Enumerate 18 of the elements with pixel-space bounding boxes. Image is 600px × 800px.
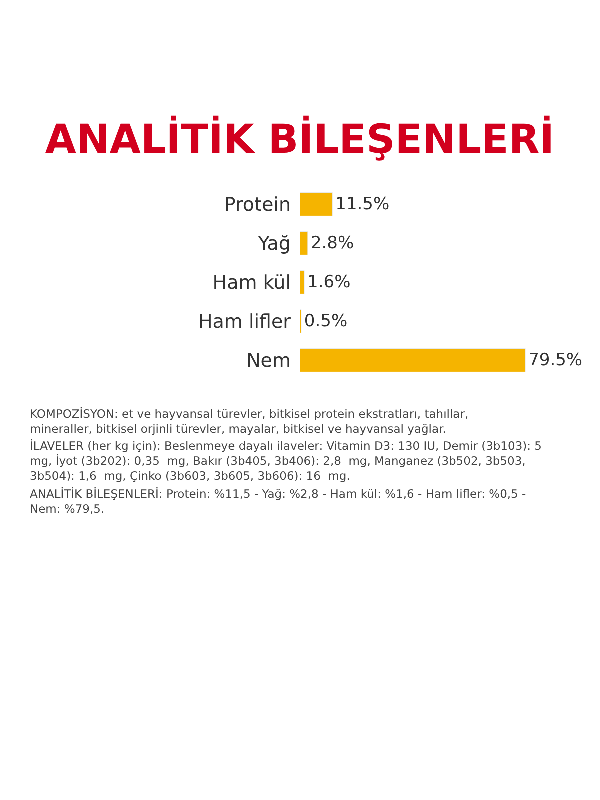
data-label: 79.5% bbox=[528, 350, 583, 370]
y-tick-label: Nem bbox=[246, 350, 291, 372]
y-tick-label: Ham kül bbox=[212, 272, 291, 294]
data-label: 2.8% bbox=[310, 234, 354, 254]
bar bbox=[300, 270, 305, 294]
text: İLAVELER (her kg için): Beslenmeye dayalı ilaveler: Vitamin D3: 130 IU, Demir (3b103): 5 mg, İyot (3b202): 0,35 mg, Bakır (3b405, 3b406): 2,8 mg, Manganez (3b502, 3b503, 3b504): 1,6 mg, Çinko (3b603, 3b605, 3b606): 16 mg. bbox=[30, 439, 542, 483]
chart-title: ANALİTİK BİLEŞENLERİ bbox=[45, 115, 555, 163]
data-label: 1.6% bbox=[308, 272, 351, 292]
bar bbox=[300, 192, 333, 216]
text: ANALİTİK BİLEŞENLERİ: Protein: %11,5 - Yağ: %2,8 - Ham kül: %1,6 - Ham lifler: %0,5 - Nem: %79,5. bbox=[30, 487, 526, 516]
bar bbox=[300, 232, 308, 256]
y-tick-label: Ham lifler bbox=[198, 311, 292, 334]
data-label: 0.5% bbox=[304, 312, 348, 332]
y-tick-label: Yağ bbox=[257, 233, 291, 256]
y-tick-label: Protein bbox=[224, 194, 291, 216]
text: KOMPOZİSYON: et ve hayvansal türevler, bitkisel protein ekstratları, tahıllar, mineraller, bitkisel orjinli türevler, mayalar, bitkisel ve hayvansal yağlar. bbox=[30, 407, 469, 436]
bar bbox=[300, 348, 526, 372]
data-label: 11.5% bbox=[336, 194, 390, 214]
